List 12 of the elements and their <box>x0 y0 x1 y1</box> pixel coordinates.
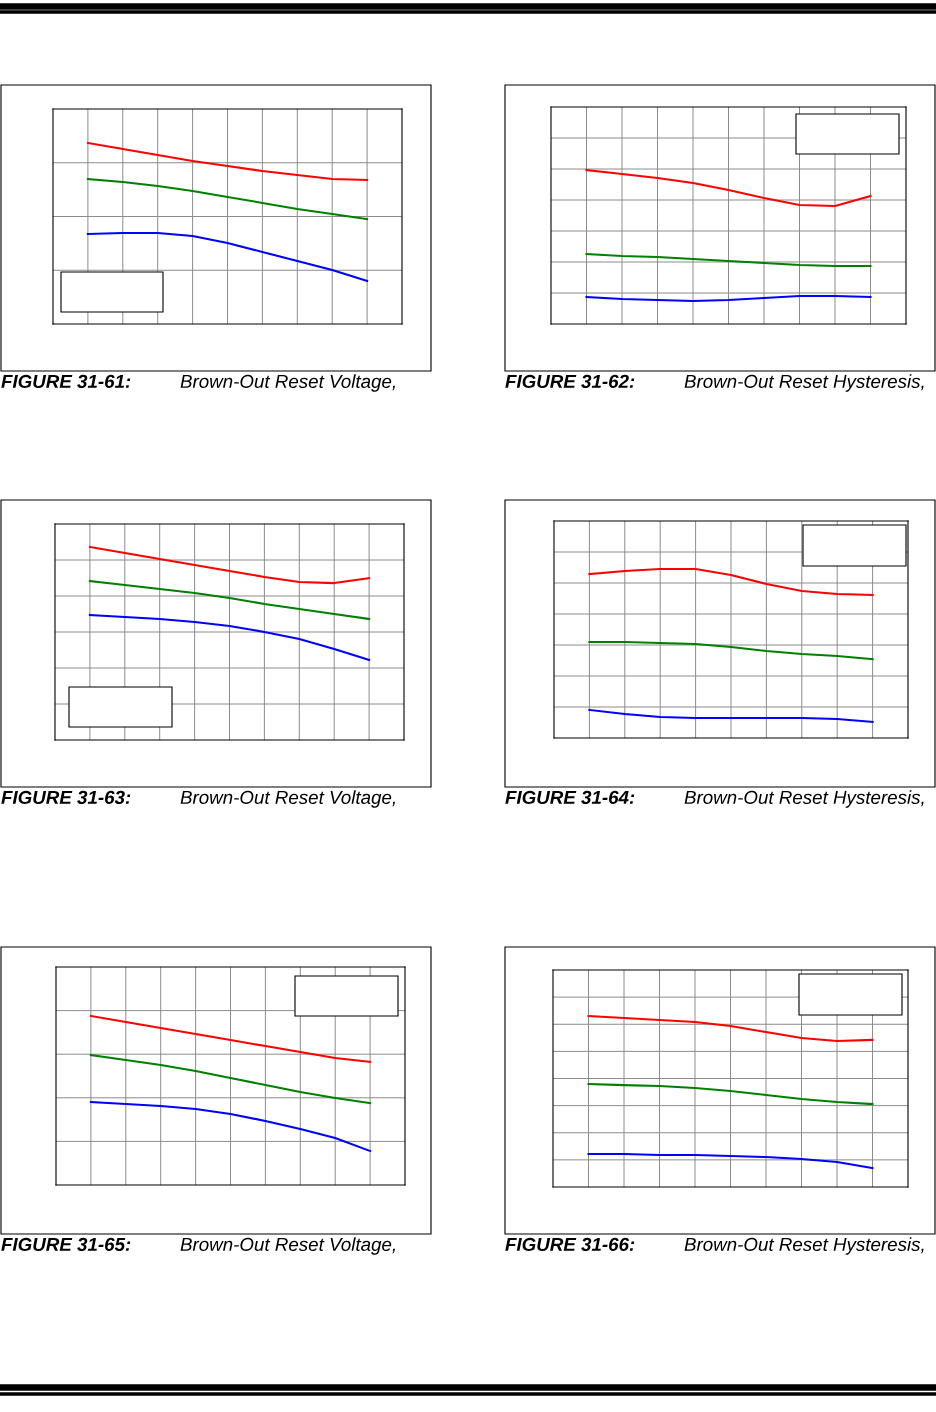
text: Brown-Out Reset Hysteresis, <box>684 374 924 392</box>
text: Brown-Out Reset Hysteresis, <box>684 1237 924 1255</box>
text: FIGURE 31-64: <box>505 790 635 805</box>
text: FIGURE 31-61: <box>1 374 131 389</box>
text: FIGURE 31-66: <box>505 1237 635 1252</box>
text: Brown-Out Reset Voltage, <box>180 790 395 808</box>
text: Brown-Out Reset Hysteresis, <box>684 790 924 808</box>
text: FIGURE 31-62: <box>505 374 635 389</box>
text: FIGURE 31-65: <box>1 1237 131 1252</box>
text: Brown-Out Reset Voltage, <box>180 374 395 392</box>
text: FIGURE 31-63: <box>1 790 131 805</box>
text: Brown-Out Reset Voltage, <box>180 1237 395 1255</box>
